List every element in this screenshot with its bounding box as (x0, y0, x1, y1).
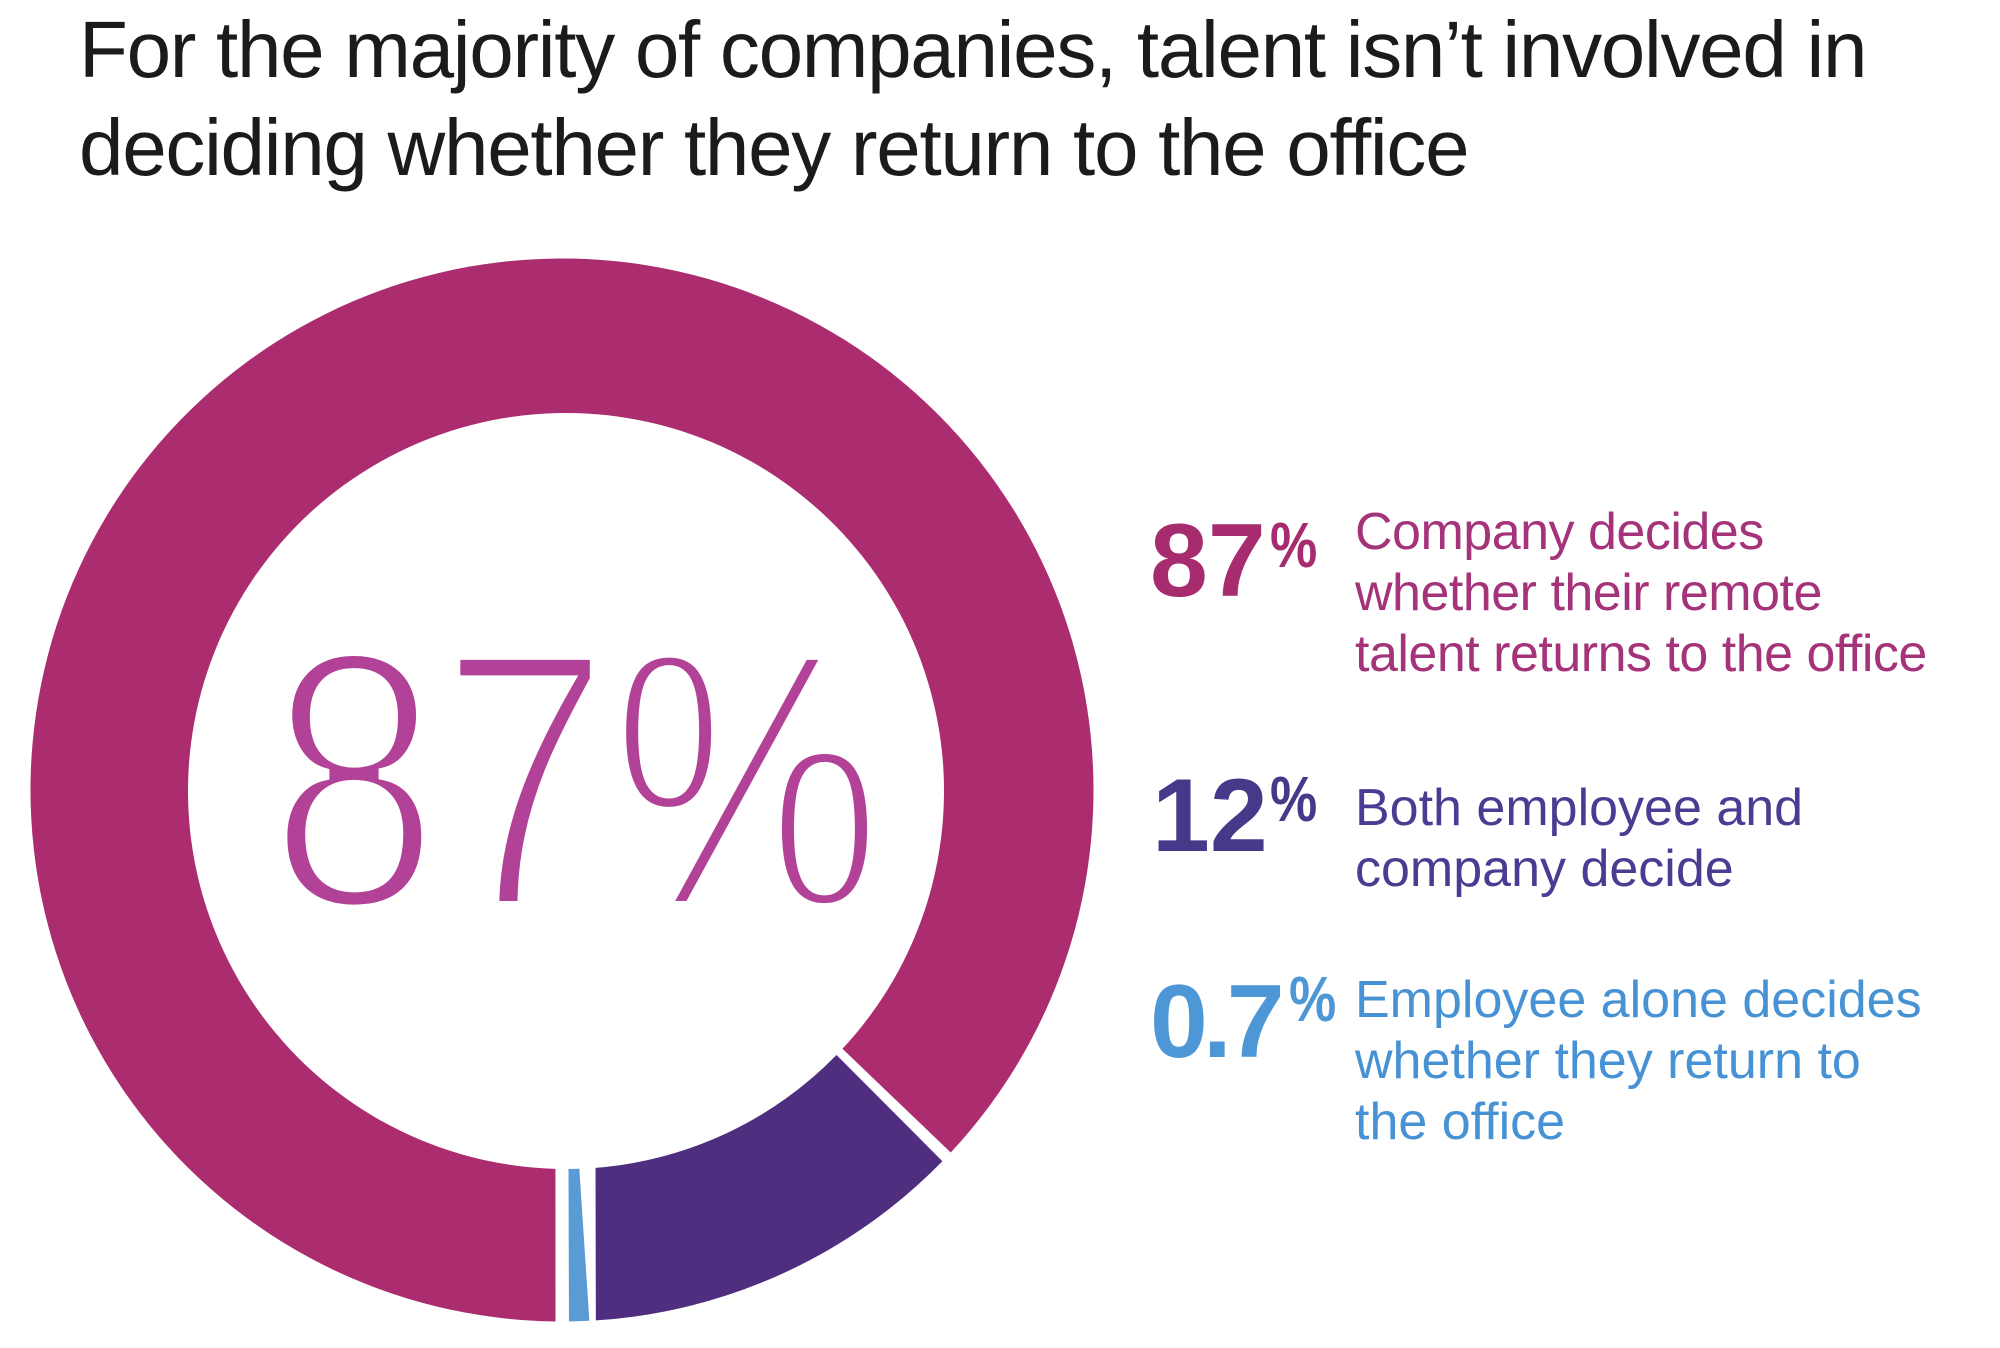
svg-text:87%: 87% (269, 574, 883, 985)
